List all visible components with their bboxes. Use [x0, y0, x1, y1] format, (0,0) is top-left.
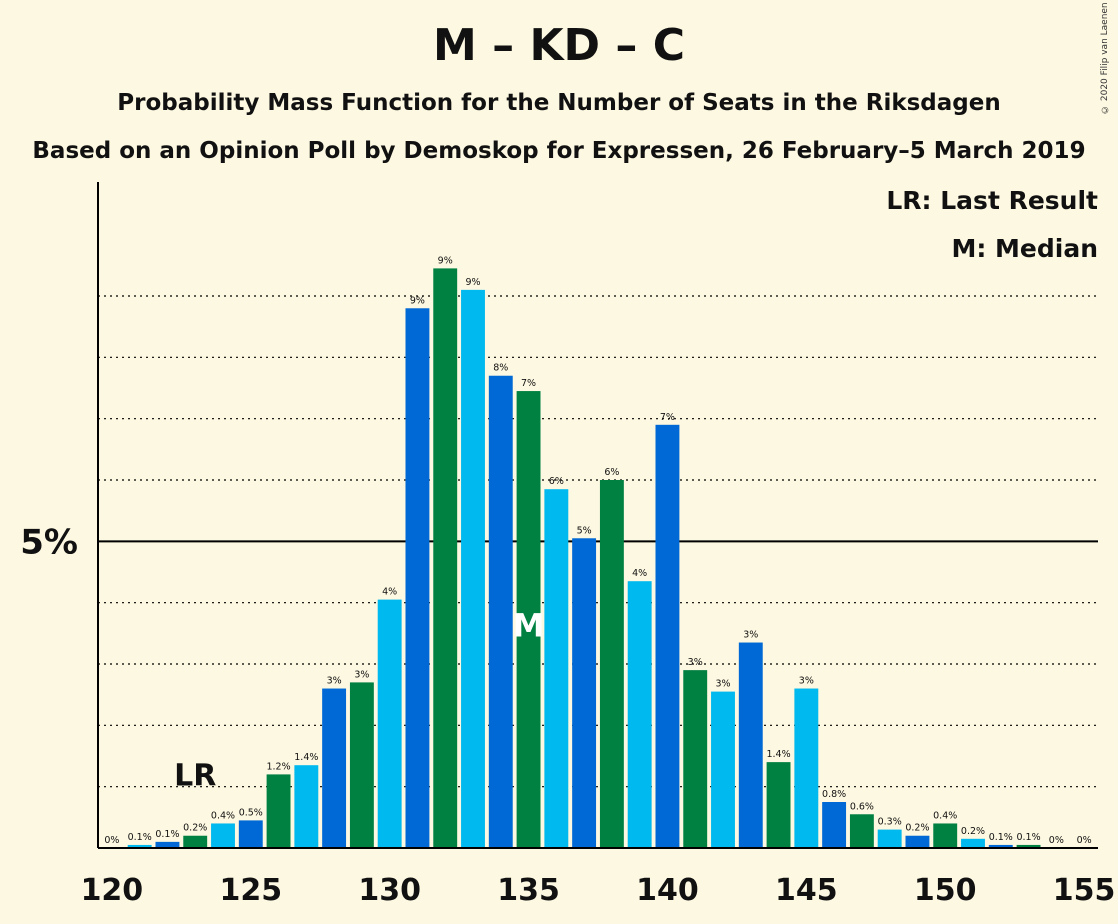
bar-label-148: 0.3%	[878, 817, 902, 828]
bar-139	[627, 581, 652, 848]
legend-median: M: Median	[951, 234, 1098, 263]
bar-135	[516, 391, 541, 848]
bar-label-149: 0.2%	[905, 823, 929, 834]
bar-label-138: 6%	[604, 467, 619, 478]
x-tick-label: 135	[497, 873, 560, 908]
bar-127	[294, 765, 319, 848]
bar-144	[766, 762, 791, 848]
gridlines	[98, 295, 1098, 788]
bar-label-139: 4%	[632, 568, 647, 579]
bar-label-131: 9%	[410, 295, 425, 306]
bar-label-129: 3%	[354, 669, 369, 680]
bar-label-123: 0.2%	[183, 823, 207, 834]
x-tick-label: 125	[219, 873, 282, 908]
bar-label-143: 3%	[743, 630, 758, 641]
bar-label-147: 0.6%	[850, 801, 874, 812]
bar-123	[183, 835, 208, 848]
bar-label-122: 0.1%	[155, 829, 179, 840]
bar-label-133: 9%	[465, 277, 480, 288]
bar-131	[405, 308, 430, 848]
bar-label-136: 6%	[549, 476, 564, 487]
bar-label-150: 0.4%	[933, 810, 957, 821]
bar-151	[961, 838, 985, 848]
bar-label-132: 9%	[438, 255, 453, 266]
bar-label-125: 0.5%	[239, 807, 263, 818]
x-tick-label: 130	[358, 873, 421, 908]
bar-132	[433, 268, 458, 848]
bar-label-121: 0.1%	[128, 832, 152, 843]
bar-122	[155, 841, 180, 848]
bar-143	[738, 642, 763, 848]
bar-145	[794, 688, 819, 848]
bar-label-135: 7%	[521, 378, 536, 389]
bar-label-154: 0%	[1049, 835, 1064, 846]
bar-147	[849, 814, 874, 848]
bar-label-151: 0.2%	[961, 826, 985, 837]
bar-label-137: 5%	[577, 525, 592, 536]
bar-153	[1016, 844, 1041, 848]
bar-150	[933, 823, 958, 848]
bar-125	[238, 820, 263, 848]
bar-label-153: 0.1%	[1016, 832, 1040, 843]
bar-152	[988, 844, 1013, 848]
bar-label-120: 0%	[104, 835, 119, 846]
bar-label-130: 4%	[382, 587, 397, 598]
bar-label-126: 1.2%	[266, 761, 290, 772]
bar-label-127: 1.4%	[294, 752, 318, 763]
bar-label-145: 3%	[799, 676, 814, 687]
bar-136	[544, 489, 569, 848]
bar-label-146: 0.8%	[822, 789, 846, 800]
bar-138	[599, 480, 624, 848]
bar-label-124: 0.4%	[211, 810, 235, 821]
bar-label-144: 1.4%	[766, 749, 790, 760]
bar-149	[905, 835, 930, 848]
bar-label-152: 0.1%	[989, 832, 1013, 843]
bar-label-134: 8%	[493, 363, 508, 374]
bar-128	[322, 688, 347, 848]
x-tick-label: 155	[1053, 873, 1116, 908]
y-tick-label: 5%	[20, 522, 78, 562]
bar-labels: 0% 0.1% 0.1%0.2%0.4% 0.5%1.2%1.4%3%3%4%9%9%…	[104, 255, 1091, 846]
x-tick-label: 145	[775, 873, 838, 908]
bar-142	[711, 691, 735, 848]
bar-label-140: 7%	[660, 412, 675, 423]
bar-126	[266, 774, 291, 848]
median-marker: M	[513, 606, 545, 644]
bar-133	[461, 289, 485, 848]
last-result-marker: LR	[174, 759, 216, 794]
legend-last-result: LR: Last Result	[886, 186, 1098, 215]
bar-129	[349, 682, 374, 848]
chart-subtitle: Probability Mass Function for the Number…	[117, 90, 1001, 116]
bar-130	[377, 599, 402, 848]
bar-label-142: 3%	[715, 679, 730, 690]
bar-148	[877, 829, 902, 848]
x-tick-label: 120	[81, 873, 144, 908]
bar-label-141: 3%	[688, 657, 703, 668]
x-tick-label: 140	[636, 873, 699, 908]
bars	[127, 268, 1041, 848]
bar-121	[127, 844, 152, 848]
bar-134	[488, 375, 513, 848]
axes: 5% 120 125 130 135 140 145 150 155	[20, 182, 1115, 908]
bar-140	[655, 424, 680, 848]
chart-source-line: Based on an Opinion Poll by Demoskop for…	[32, 138, 1086, 164]
markers: LR M	[174, 606, 544, 793]
bar-137	[572, 538, 597, 848]
chart-title: M – KD – C	[433, 20, 685, 71]
bar-124	[211, 823, 235, 848]
bar-141	[683, 670, 708, 848]
x-tick-label: 150	[914, 873, 977, 908]
bar-label-155: 0%	[1077, 835, 1092, 846]
bar-146	[822, 802, 847, 848]
bar-label-128: 3%	[327, 676, 342, 687]
